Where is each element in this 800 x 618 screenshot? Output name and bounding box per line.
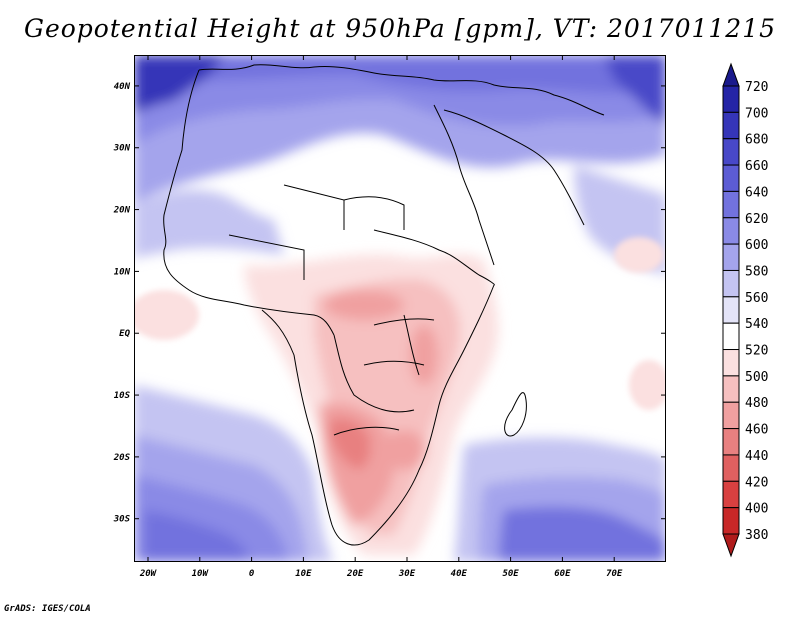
colorbar-label: 480 <box>745 396 768 411</box>
lat-label: 10N <box>114 267 131 277</box>
map-title: Geopotential Height at 950hPa [gpm], VT:… <box>23 14 777 43</box>
colorbar-label: 680 <box>745 133 768 148</box>
colorbar-swatch <box>722 190 740 219</box>
colorbar-swatch <box>722 296 740 324</box>
colorbar-label: 700 <box>745 106 768 121</box>
colorbar-swatch <box>722 164 740 192</box>
lon-label: 50E <box>502 569 519 579</box>
longitude-axis: 20W 10W 0 10E 20E 30E 40E 50E 60E 70E <box>139 55 623 579</box>
colorbar-label: 660 <box>745 159 768 174</box>
coastlines <box>163 64 605 546</box>
colorbar-swatch <box>722 217 740 245</box>
lon-label: 30E <box>398 569 416 579</box>
lon-label: 70E <box>606 569 623 579</box>
latitude-axis: 40N 30N 20N 10N EQ 10S 20S 30S <box>113 82 666 525</box>
colorbar-label: 600 <box>745 238 768 253</box>
colorbar-label: 440 <box>745 449 768 464</box>
colorbar-label: 580 <box>745 264 768 279</box>
colorbar-label: 620 <box>745 212 768 227</box>
lat-label: 10S <box>114 391 131 401</box>
lat-label: 30S <box>113 515 131 525</box>
colorbar-swatch <box>722 401 740 430</box>
colorbar-cap-bottom <box>722 533 740 558</box>
colorbar-swatch <box>722 375 740 403</box>
lon-label: 60E <box>554 569 571 579</box>
southern-high-band <box>134 385 666 562</box>
lon-label: 20E <box>346 569 364 579</box>
colorbar-swatch <box>722 243 740 271</box>
colorbar: 720 700 680 660 640 620 600 580 560 540 520 500 480 4… <box>722 62 768 558</box>
colorbar-swatch <box>722 428 740 456</box>
lat-label: 40N <box>114 82 131 92</box>
colorbar-swatch <box>722 269 740 298</box>
grads-credit: GrADS: IGES/COLA <box>4 604 91 614</box>
lon-label: 40E <box>451 569 468 579</box>
colorbar-swatch <box>722 138 740 166</box>
colorbar-label: 560 <box>745 291 768 306</box>
ocean-pink-patches <box>134 237 666 410</box>
colorbar-label: 400 <box>745 502 768 517</box>
colorbar-swatch <box>722 85 740 113</box>
colorbar-swatch <box>722 349 740 377</box>
lon-label: 10E <box>295 569 312 579</box>
lon-label: 10W <box>192 569 210 579</box>
geopotential-map <box>134 55 666 562</box>
colorbar-label: 540 <box>745 317 768 332</box>
lat-label: 20N <box>113 206 131 216</box>
colorbar-label: 380 <box>745 528 768 543</box>
colorbar-swatch <box>722 322 740 351</box>
colorbar-label: 420 <box>745 475 768 490</box>
colorbar-swatch <box>722 480 740 509</box>
colorbar-label: 460 <box>745 423 768 438</box>
lat-label: 30N <box>113 144 131 154</box>
colorbar-cap-top <box>722 62 740 87</box>
colorbar-label: 640 <box>745 185 768 200</box>
northern-high-band <box>134 55 666 275</box>
lon-label: 20W <box>139 569 158 579</box>
colorbar-swatch <box>722 507 740 535</box>
lon-label: 0 <box>249 569 255 579</box>
colorbar-swatch <box>722 454 740 482</box>
colorbar-label: 520 <box>745 344 768 359</box>
lat-label: 20S <box>113 453 131 463</box>
lat-label: EQ <box>119 329 130 339</box>
colorbar-swatch <box>722 111 740 140</box>
colorbar-label: 500 <box>745 370 768 385</box>
colorbar-label: 720 <box>745 80 768 95</box>
